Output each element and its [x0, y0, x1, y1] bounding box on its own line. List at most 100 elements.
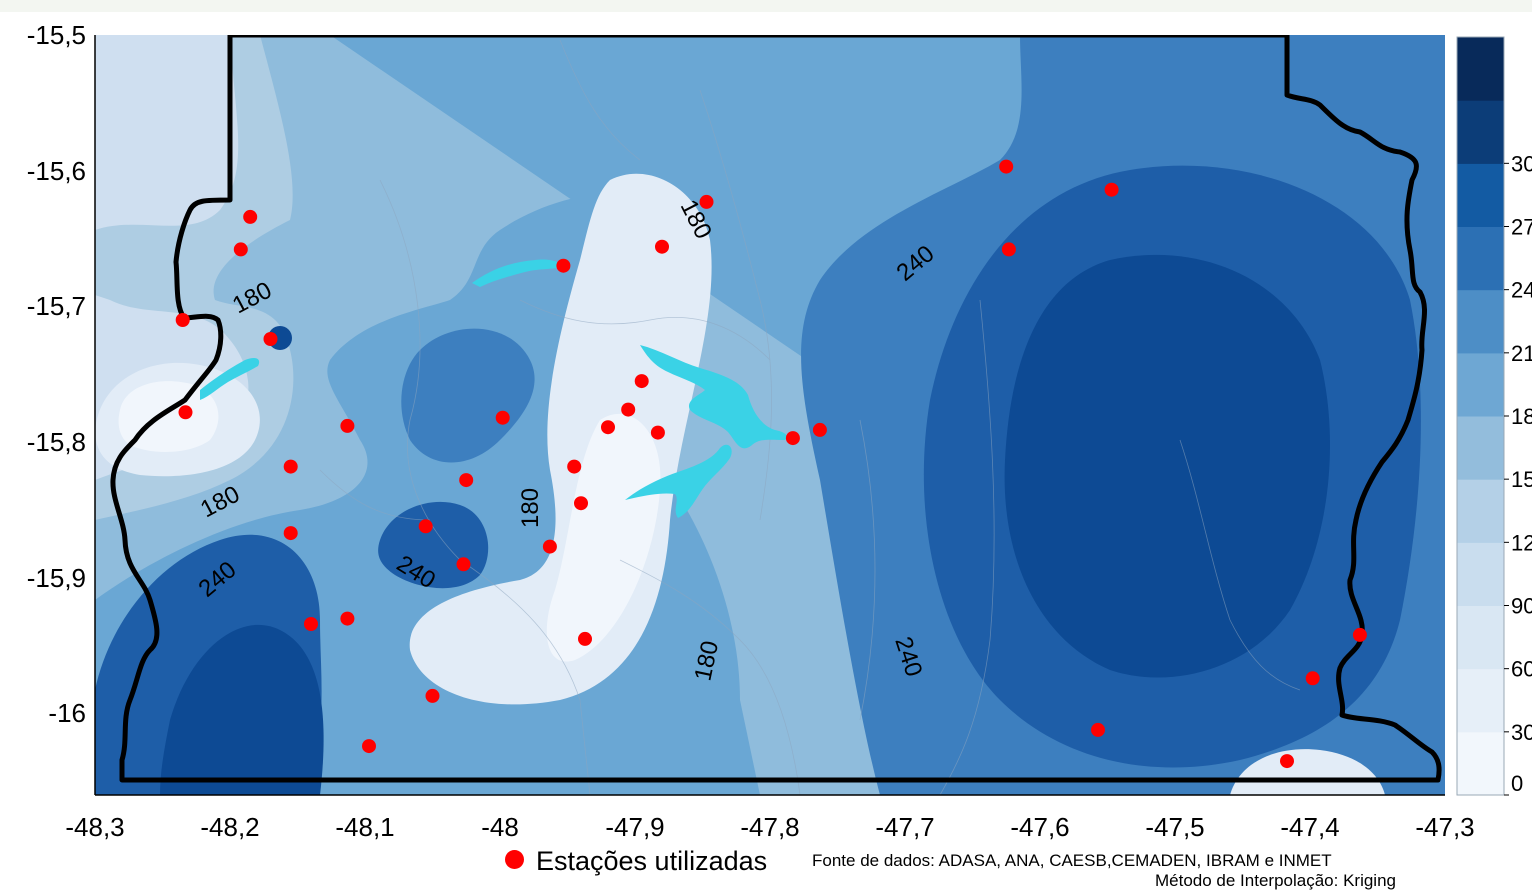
colorbar-label: 60 [1511, 657, 1532, 682]
water-west [200, 358, 260, 400]
colorbar-label: 210 [1511, 341, 1532, 366]
x-tick-label: -47,6 [1010, 812, 1069, 842]
colorbar-legend: 0 30 60 90 120 150 180 210 240 270 300 [1456, 36, 1532, 796]
station-point [785, 431, 800, 446]
colorbar-label: 0 [1511, 771, 1523, 796]
colorbar-label: 300 [1511, 151, 1532, 176]
colorbar-label: 240 [1511, 278, 1532, 303]
contour-band-lighter-west [118, 381, 219, 452]
station-point [601, 420, 615, 435]
y-tick-label: -15,5 [27, 20, 86, 50]
x-tick-label: -47,3 [1415, 812, 1474, 842]
colorbar-swatch [1457, 37, 1504, 101]
station-point [263, 332, 278, 346]
contour-band-level-6-east [1004, 254, 1330, 678]
y-axis-ticks: -15,5 -15,6 -15,7 -15,8 -15,9 -16 [27, 20, 86, 728]
y-tick-label: -15,9 [27, 563, 86, 593]
colorbar-swatch [1457, 416, 1504, 480]
x-tick-label: -47,9 [605, 812, 664, 842]
admin-region-lines [319, 39, 1301, 795]
colorbar-label: 180 [1511, 404, 1532, 429]
station-point [456, 557, 471, 572]
station-point [699, 194, 714, 209]
top-strip [0, 0, 1532, 12]
lake-descoberto [472, 259, 563, 287]
station-point [634, 374, 649, 389]
station-point [178, 405, 193, 420]
colorbar-swatch [1457, 605, 1504, 670]
station-point [362, 739, 376, 754]
colorbar-label: 150 [1511, 467, 1532, 492]
station-legend-label: Estações utilizadas [536, 846, 768, 876]
axes: -48,3 -48,2 -48,1 -48 -47,9 -47,8 -47,7 … [27, 20, 1475, 842]
colorbar-swatch [1457, 542, 1504, 606]
colorbar-swatch [1457, 731, 1504, 796]
station-point [999, 159, 1014, 174]
station-point [418, 519, 433, 534]
station-point [459, 473, 474, 488]
colorbar-swatch [1457, 226, 1504, 291]
colorbar-label: 120 [1511, 530, 1532, 555]
colorbar-swatch [1457, 163, 1504, 227]
station-point [578, 631, 592, 646]
station-point [243, 209, 258, 224]
contour-band-level-6-southwest [160, 624, 324, 795]
station-point [283, 526, 298, 541]
station-point [340, 418, 355, 433]
colorbar-swatch [1457, 479, 1504, 543]
station-point [1305, 671, 1320, 686]
y-tick-label: -16 [48, 698, 86, 728]
x-axis-ticks: -48,3 -48,2 -48,1 -48 -47,9 -47,8 -47,7 … [65, 812, 1474, 842]
station-legend: Estações utilizadas [505, 846, 767, 877]
lake-branch-south [625, 444, 732, 518]
station-point [1280, 754, 1294, 769]
interpolation-method-note: Método de Interpolação: Kriging [1155, 871, 1396, 890]
station-point [812, 422, 827, 437]
station-point [650, 425, 665, 440]
station-dot-icon [505, 850, 524, 869]
station-point [283, 459, 298, 474]
x-tick-label: -48,2 [200, 812, 259, 842]
x-tick-label: -47,8 [740, 812, 799, 842]
station-point [621, 402, 636, 417]
colorbar-label: 270 [1511, 215, 1532, 240]
station-point [425, 688, 440, 703]
x-tick-label: -47,5 [1145, 812, 1204, 842]
station-point [556, 258, 571, 273]
contour-band-level-4-center [401, 328, 535, 463]
contour-band-lighter-center [546, 413, 661, 662]
x-tick-label: -48 [481, 812, 519, 842]
station-point [1104, 182, 1119, 197]
colorbar-swatch [1457, 289, 1504, 354]
x-tick-label: -47,7 [875, 812, 934, 842]
colorbar-label: 90 [1511, 594, 1532, 619]
plot-area: 180 180 180 180 180 240 240 240 240 [95, 35, 1445, 795]
data-source-note: Fonte de dados: ADASA, ANA, CAESB,CEMADE… [812, 851, 1332, 870]
station-point [495, 410, 510, 425]
y-tick-label: -15,8 [27, 427, 86, 457]
colorbar-swatch [1457, 100, 1504, 164]
colorbar-swatch [1457, 352, 1504, 417]
colorbar-swatch [1457, 668, 1504, 733]
station-point [233, 242, 248, 257]
station-point [1352, 627, 1367, 642]
station-point [1001, 242, 1016, 257]
y-tick-label: -15,6 [27, 156, 86, 186]
lake-paranoa [640, 345, 787, 449]
station-points [175, 159, 1367, 769]
station-point [340, 611, 355, 626]
y-tick-label: -15,7 [27, 291, 86, 321]
station-point [304, 617, 318, 631]
contour-band-light-southeast [1230, 749, 1385, 795]
station-point [1091, 722, 1105, 737]
station-point [542, 539, 557, 554]
station-point [574, 496, 588, 511]
colorbar-label: 30 [1511, 720, 1532, 745]
x-tick-label: -47,4 [1280, 812, 1339, 842]
station-point [655, 239, 669, 254]
x-tick-label: -48,3 [65, 812, 124, 842]
boundary-line [110, 35, 1442, 783]
station-point [175, 313, 190, 327]
x-tick-label: -48,1 [335, 812, 394, 842]
